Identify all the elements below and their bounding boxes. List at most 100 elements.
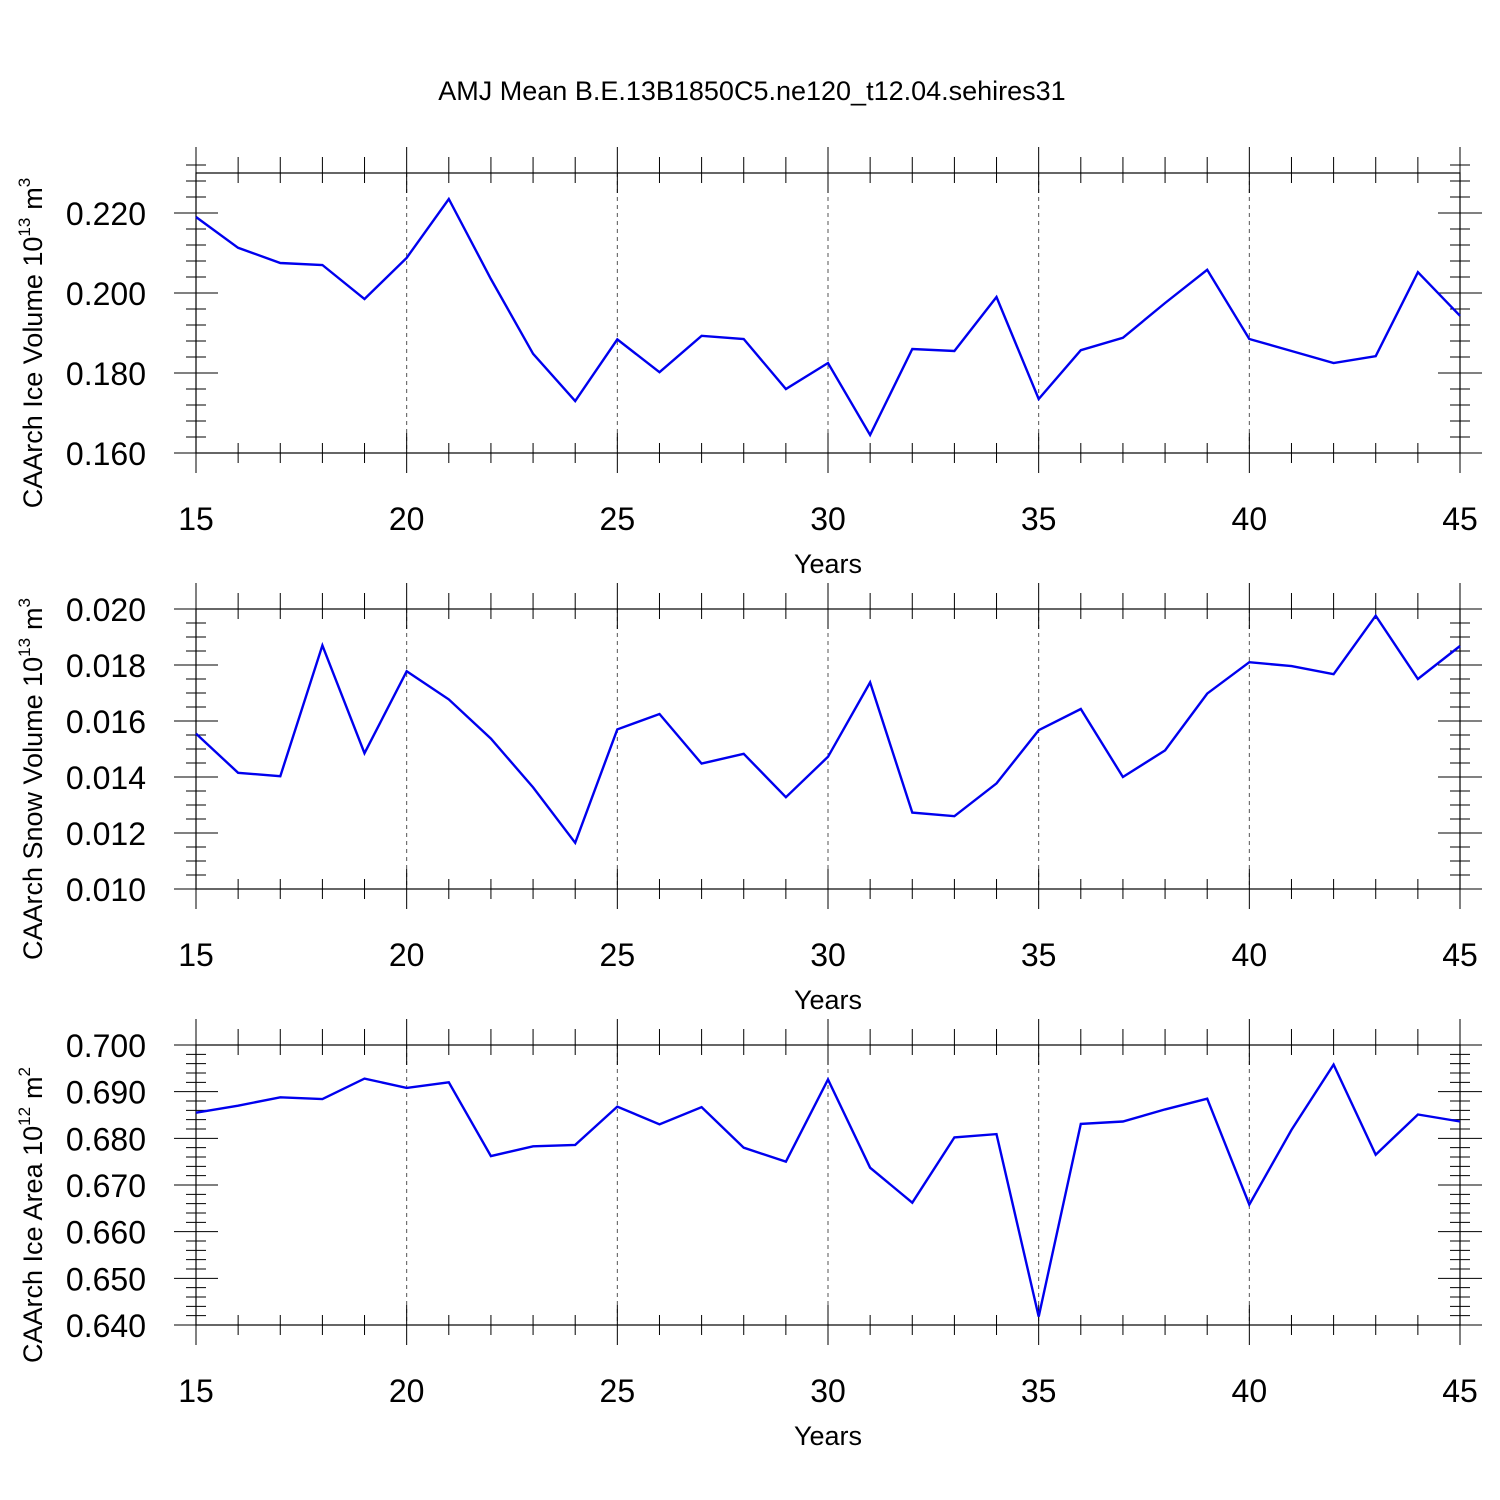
data-point xyxy=(1416,270,1420,274)
y-tick-label: 0.180 xyxy=(66,356,146,392)
y-axis-label: CAArch Ice Volume 1013 m3 xyxy=(15,178,48,509)
plot-frame xyxy=(195,172,1461,454)
data-point xyxy=(910,347,914,351)
data-point xyxy=(1079,348,1083,352)
y-axis-label-unit-exp: 3 xyxy=(15,178,34,187)
data-point xyxy=(447,697,451,701)
series-line xyxy=(195,613,1461,846)
x-axis-label: Years xyxy=(794,985,862,1015)
data-point xyxy=(278,1095,282,1099)
series-line xyxy=(195,196,1461,438)
data-point xyxy=(1163,1107,1167,1111)
data-point xyxy=(952,349,956,353)
y-tick-label: 0.160 xyxy=(66,436,146,472)
x-tick-label: 35 xyxy=(1021,937,1057,973)
data-point xyxy=(236,1104,240,1108)
data-point xyxy=(1458,314,1462,318)
x-tick-label: 15 xyxy=(178,1373,214,1409)
y-tick-label: 0.220 xyxy=(66,196,146,232)
y-tick-label: 0.200 xyxy=(66,276,146,312)
data-point xyxy=(1163,748,1167,752)
x-tick-label: 25 xyxy=(600,501,636,537)
data-point xyxy=(700,1105,704,1109)
x-tick-label: 15 xyxy=(178,501,214,537)
data-point xyxy=(236,246,240,250)
data-point xyxy=(910,1201,914,1205)
x-tick-label: 30 xyxy=(810,937,846,973)
data-point xyxy=(320,263,324,267)
x-tick-label: 25 xyxy=(600,937,636,973)
data-point xyxy=(1121,775,1125,779)
data-point xyxy=(236,771,240,775)
data-point xyxy=(1374,1153,1378,1157)
y-tick-label: 0.680 xyxy=(66,1121,146,1157)
data-point xyxy=(320,643,324,647)
data-point xyxy=(784,795,788,799)
data-point xyxy=(615,1105,619,1109)
data-point xyxy=(784,387,788,391)
x-tick-label: 40 xyxy=(1232,937,1268,973)
data-point xyxy=(1247,337,1251,341)
data-point xyxy=(784,1160,788,1164)
data-point xyxy=(1205,1097,1209,1101)
data-point xyxy=(194,215,198,219)
data-point xyxy=(1289,349,1293,353)
panel-2: 15 20 25 30 35 40 45 0.010 0.012 0.014 0.016 0.018 0… xyxy=(15,583,1482,1015)
y-axis-label: CAArch Snow Volume 1013 m3 xyxy=(15,598,48,960)
y-axis-label-main: CAArch Ice Volume 10 xyxy=(18,237,48,509)
data-point xyxy=(826,361,830,365)
data-point xyxy=(531,1144,535,1148)
data-point xyxy=(1037,728,1041,732)
y-axis-label: CAArch Ice Area 1012 m2 xyxy=(15,1067,48,1363)
data-point xyxy=(1332,361,1336,365)
y-tick-label: 0.016 xyxy=(66,704,146,740)
data-point xyxy=(742,337,746,341)
data-point xyxy=(868,433,872,437)
data-point xyxy=(489,737,493,741)
plot-frame xyxy=(195,1044,1461,1326)
data-point xyxy=(489,1154,493,1158)
y-tick-label: 0.660 xyxy=(66,1215,146,1251)
data-point xyxy=(1458,644,1462,648)
y-axis-label-main: CAArch Ice Area 10 xyxy=(18,1126,48,1363)
data-point xyxy=(1332,672,1336,676)
x-tick-label: 40 xyxy=(1232,501,1268,537)
data-point xyxy=(1079,1122,1083,1126)
y-axis-label-unit: m xyxy=(18,1076,48,1099)
data-point xyxy=(995,295,999,299)
data-point xyxy=(405,256,409,260)
data-point xyxy=(952,1135,956,1139)
data-point xyxy=(657,1122,661,1126)
x-tick-label: 20 xyxy=(389,937,425,973)
y-tick-label: 0.010 xyxy=(66,872,146,908)
data-point xyxy=(1374,354,1378,358)
y-axis-label-unit: m xyxy=(18,187,48,210)
data-point xyxy=(615,337,619,341)
x-tick-label: 30 xyxy=(810,501,846,537)
data-point xyxy=(489,277,493,281)
data-point xyxy=(1163,301,1167,305)
data-point xyxy=(1332,1063,1336,1067)
data-point xyxy=(1247,660,1251,664)
data-point xyxy=(910,811,914,815)
x-tick-label: 40 xyxy=(1232,1373,1268,1409)
data-point xyxy=(531,352,535,356)
data-point xyxy=(194,1111,198,1115)
x-tick-label: 20 xyxy=(389,1373,425,1409)
data-point xyxy=(995,781,999,785)
data-point xyxy=(1079,707,1083,711)
data-point xyxy=(447,197,451,201)
x-tick-label: 45 xyxy=(1442,501,1478,537)
data-point xyxy=(826,755,830,759)
data-point xyxy=(1121,1120,1125,1124)
data-point xyxy=(1289,1128,1293,1132)
data-point xyxy=(657,370,661,374)
data-point xyxy=(1121,336,1125,340)
data-point xyxy=(573,399,577,403)
data-point xyxy=(657,712,661,716)
data-point xyxy=(700,334,704,338)
x-tick-label: 20 xyxy=(389,501,425,537)
panel-3: 15 20 25 30 35 40 45 0.640 0.650 0.660 0.670 0.680 0… xyxy=(15,1019,1482,1451)
